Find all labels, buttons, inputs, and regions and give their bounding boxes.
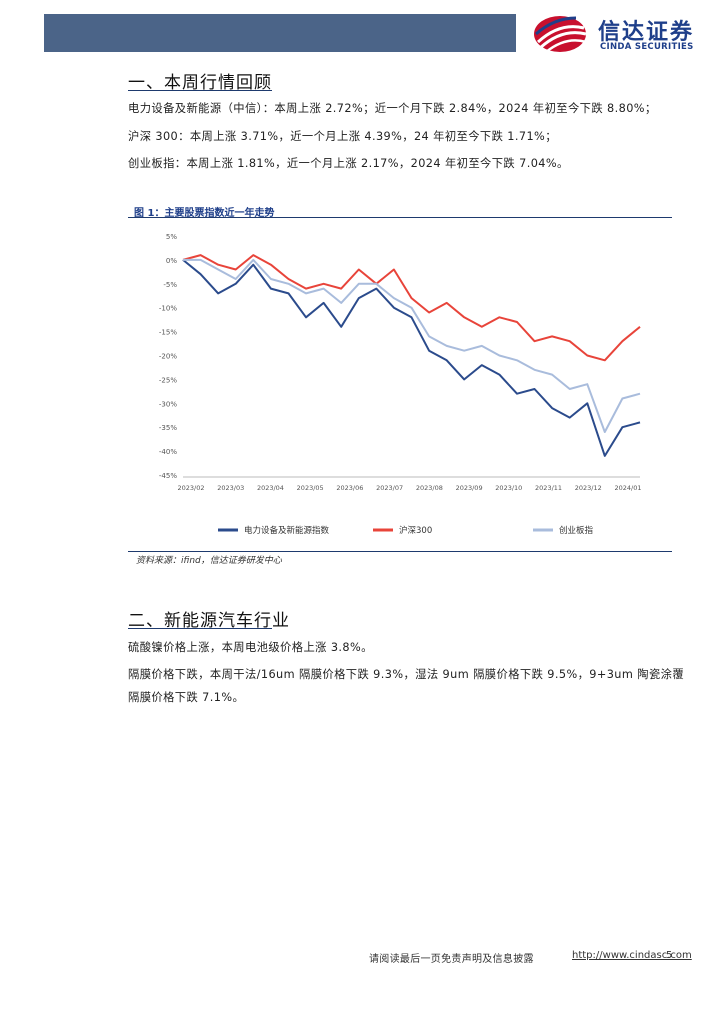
- figure-title: 图 1：主要股票指数近一年走势: [134, 208, 275, 219]
- page-number: 5: [666, 950, 673, 961]
- paragraph: 隔膜价格下跌 7.1%。: [128, 691, 245, 704]
- footer-link[interactable]: http://www.cindasc.com: [572, 950, 692, 961]
- section-underline: [128, 628, 272, 629]
- brand-name-en: CINDA SECURITIES: [600, 42, 694, 52]
- y-tick-label: -15%: [159, 329, 177, 337]
- paragraph: 硫酸镍价格上涨，本周电池级价格上涨 3.8%。: [128, 641, 373, 654]
- paragraph: 隔膜价格下跌，本周干法/16um 隔膜价格下跌 9.3%，湿法 9um 隔膜价格…: [128, 668, 685, 681]
- x-tick-label: 2024/01: [614, 484, 641, 492]
- x-tick-label: 2023/12: [575, 484, 602, 492]
- y-tick-label: -30%: [159, 400, 177, 408]
- index-trend-chart: 5%0%-5%-10%-15%-20%-25%-30%-35%-40%-45%2…: [159, 233, 642, 536]
- paragraph: 沪深 300：本周上涨 3.71%，近一个月上涨 4.39%，24 年初至今下跌…: [128, 130, 557, 143]
- section-title: 一、本周行情回顾: [128, 73, 272, 93]
- y-tick-label: -45%: [159, 472, 177, 480]
- section-title: 二、新能源汽车行业: [128, 611, 290, 631]
- x-tick-label: 2023/08: [416, 484, 443, 492]
- x-tick-label: 2023/06: [336, 484, 363, 492]
- x-tick-label: 2023/02: [177, 484, 204, 492]
- header-band: [44, 14, 516, 52]
- brand-logo: 信达证券 CINDA SECURITIES: [530, 12, 710, 56]
- y-tick-label: -10%: [159, 305, 177, 313]
- x-tick-label: 2023/10: [495, 484, 522, 492]
- y-tick-label: 0%: [166, 257, 177, 265]
- figure-bottom-rule: [128, 551, 672, 552]
- x-tick-label: 2023/07: [376, 484, 403, 492]
- y-tick-label: -20%: [159, 353, 177, 361]
- y-tick-label: -5%: [163, 281, 177, 289]
- x-tick-label: 2023/05: [297, 484, 324, 492]
- figure-top-rule: [128, 217, 672, 218]
- x-tick-label: 2023/11: [535, 484, 562, 492]
- y-tick-label: -35%: [159, 424, 177, 432]
- section-underline: [128, 90, 272, 91]
- series-line: [182, 254, 641, 362]
- legend-label: 电力设备及新能源指数: [244, 525, 330, 536]
- brand-name-cn: 信达证券: [598, 20, 695, 45]
- y-tick-label: 5%: [166, 233, 177, 241]
- series-line: [182, 259, 641, 457]
- x-tick-label: 2023/04: [257, 484, 284, 492]
- x-tick-label: 2023/09: [456, 484, 483, 492]
- figure-source: 资料来源：ifind，信达证券研发中心: [136, 556, 282, 566]
- series-line: [183, 258, 641, 433]
- footer-disclaimer: 请阅读最后一页免责声明及信息披露: [369, 954, 534, 965]
- y-tick-label: -40%: [159, 448, 177, 456]
- paragraph: 电力设备及新能源（中信）：本周上涨 2.72%；近一个月下跌 2.84%，202…: [128, 102, 657, 115]
- legend-label: 沪深300: [399, 525, 432, 536]
- y-tick-label: -25%: [159, 376, 177, 384]
- globe-logo-icon: [534, 16, 587, 53]
- x-tick-label: 2023/03: [217, 484, 244, 492]
- paragraph: 创业板指：本周上涨 1.81%，近一个月上涨 2.17%，2024 年初至今下跌…: [128, 157, 569, 170]
- legend-label: 创业板指: [559, 525, 594, 536]
